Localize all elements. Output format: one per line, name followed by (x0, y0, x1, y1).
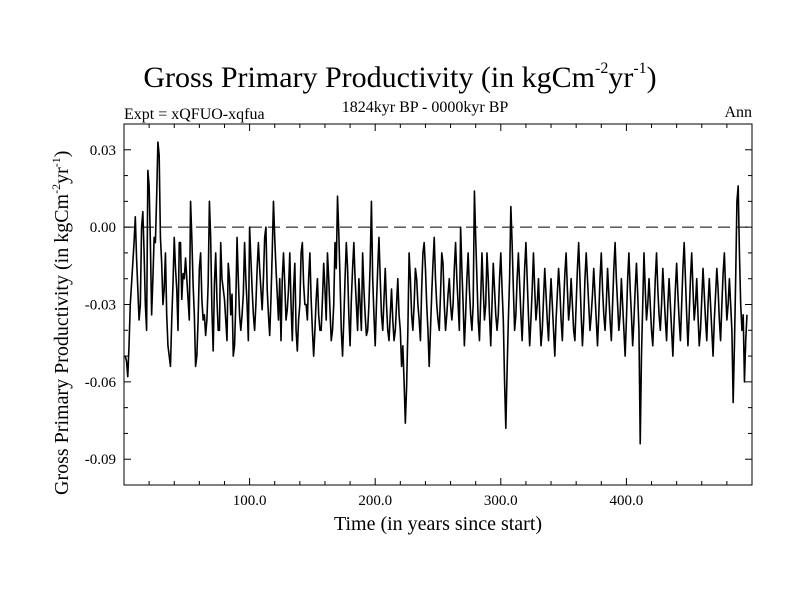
x-tick-label: 400.0 (610, 493, 644, 509)
season-label: Ann (724, 104, 752, 121)
chart-title: Gross Primary Productivity (in kgCm-2yr-… (143, 60, 657, 95)
time-range-label: 1824kyr BP - 0000kyr BP (341, 99, 509, 116)
experiment-label: Expt = xQFUO-xqfua (124, 106, 265, 123)
y-axis: 0.03 0.00 -0.03 -0.06 -0.09 (85, 143, 752, 468)
y-tick-label: 0.03 (90, 143, 116, 159)
y-tick-label: 0.00 (90, 220, 116, 236)
x-tick-label: 100.0 (233, 493, 267, 509)
x-axis-label: Time (in years since start) (333, 513, 543, 535)
y-tick-label: -0.03 (85, 298, 116, 314)
series-line-gpp (124, 141, 748, 445)
x-tick-label: 300.0 (484, 493, 518, 509)
y-tick-label: -0.09 (85, 452, 116, 468)
y-tick-label: -0.06 (85, 375, 117, 391)
x-tick-label: 200.0 (358, 493, 392, 509)
x-axis: 100.0 200.0 300.0 400.0 (148, 124, 728, 509)
